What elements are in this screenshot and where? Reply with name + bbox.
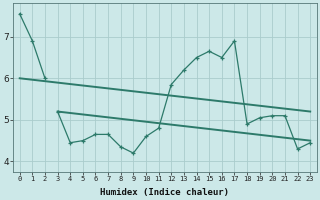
X-axis label: Humidex (Indice chaleur): Humidex (Indice chaleur) — [100, 188, 229, 197]
